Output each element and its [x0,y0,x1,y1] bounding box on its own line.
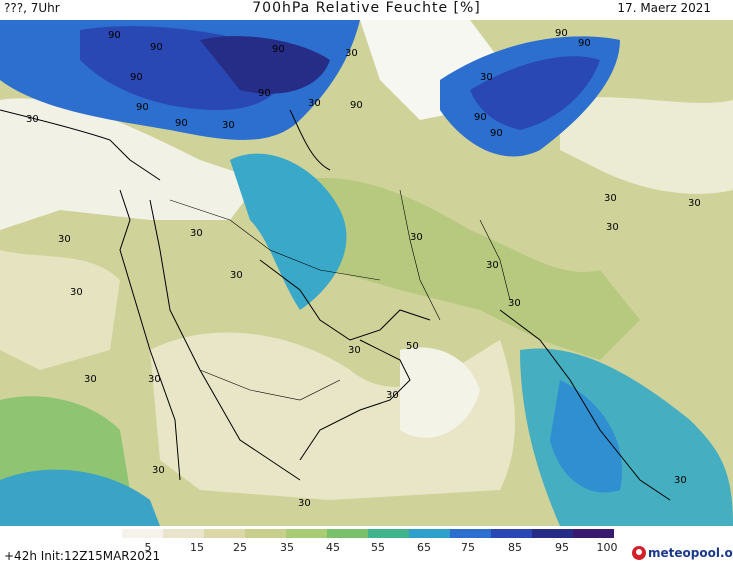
contour-label: 30 [84,374,97,385]
contour-label: 90 [350,100,363,111]
contour-label: 30 [26,114,39,125]
border-1 [169,199,381,281]
colorbar-cell [368,529,410,538]
colorbar-cell [532,529,574,538]
colorbar-cell [327,529,369,538]
coastlines [0,109,671,501]
contour-label: 30 [298,498,311,509]
contour-label: 30 [230,270,243,281]
colorbar-cell [122,529,164,538]
dry-region-egypt [0,250,120,370]
contour-label: 30 [190,228,203,239]
contour-label: 30 [606,222,619,233]
brand-text: meteopool.org [648,546,733,560]
colorbar-tick-label: 95 [555,541,569,554]
border-4 [199,369,341,401]
map-title: 700hPa Relative Feuchte [%] [252,0,481,16]
colorbar-tick-label: 45 [326,541,340,554]
contour-label: 30 [410,232,423,243]
contour-label: 90 [578,38,591,49]
caspian-west-coast [289,109,331,171]
saturated-core-blacksea [200,36,330,94]
colorbar-cell [450,529,492,538]
colorbar-cell [163,529,205,538]
forecast-time-label: ???, 7Uhr [4,1,60,15]
init-time-label: +42h Init:12Z15MAR2021 [4,549,161,563]
wet-core-arabian-sea [550,380,622,493]
red-sea-coast-west [119,189,181,481]
contour-label: 30 [58,234,71,245]
contour-label: 30 [486,260,499,271]
colorbar-tick-label: 35 [280,541,294,554]
contour-label: 90 [130,72,143,83]
contour-label: 90 [258,88,271,99]
red-sea-coast-east [149,199,301,481]
contour-label: 30 [222,120,235,131]
contour-label: 90 [136,102,149,113]
turkey-coast [0,109,161,181]
dry-region-levant [0,98,260,231]
forecast-date: 17. Maerz 2021 [617,1,711,15]
colorbar-cell [204,529,246,538]
colorbar-cell [286,529,328,538]
contour-label: 30 [480,72,493,83]
persian-gulf-coast [259,259,431,341]
contour-label: 90 [555,28,568,39]
colorbar-cell [245,529,287,538]
oman-coast [299,339,411,461]
saturated-core-centralasia [470,56,600,130]
contour-labels: 90 90 90 90 90 90 90 90 90 90 90 90 30 3… [26,28,701,509]
colorbar-tick-label: 55 [371,541,385,554]
colorbar-cell [573,529,614,538]
contour-label: 30 [348,345,361,356]
logo-icon [632,546,646,560]
contour-label: 30 [148,374,161,385]
dry-region-north [560,97,733,194]
dry-region-arabian-sea [400,347,480,438]
contour-label: 30 [508,298,521,309]
colorbar-tick-label: 100 [596,541,618,554]
contour-label: 90 [175,118,188,129]
contour-label: 30 [688,198,701,209]
contour-label: 30 [604,193,617,204]
moist-region-horn [0,469,160,526]
contour-label: 90 [272,44,285,55]
contour-label: 30 [345,48,358,59]
india-west-coast [499,309,671,501]
brand-logo[interactable]: meteopool.org [632,546,733,560]
contour-label: 90 [474,112,487,123]
humidity-map: 90 90 90 90 90 90 90 90 90 90 90 90 30 3… [0,20,733,526]
dry-region-arabia-south [150,332,515,500]
colorbar-cell [491,529,533,538]
contour-label: 50 [406,341,419,352]
moist-plume-iraq [230,153,347,310]
header-bar: ???, 7Uhr 700hPa Relative Feuchte [%] 17… [0,0,733,20]
contour-label: 30 [674,475,687,486]
contour-label: 30 [152,465,165,476]
colorbar [122,529,614,538]
colorbar-tick-label: 25 [233,541,247,554]
colorbar-cell [409,529,451,538]
contour-label: 90 [108,30,121,41]
colorbar-tick-label: 75 [461,541,475,554]
contour-label: 30 [70,287,83,298]
border-2 [399,189,441,321]
contour-label: 90 [490,128,503,139]
contour-label: 30 [386,390,399,401]
colorbar-tick-label: 15 [190,541,204,554]
colorbar-cells [122,529,614,538]
colorbar-tick-label: 5 [144,541,152,554]
contour-label: 90 [150,42,163,53]
border-3 [479,219,511,301]
borders [169,189,511,401]
contour-label: 30 [308,98,321,109]
colorbar-tick-label: 65 [417,541,431,554]
colorbar-tick-label: 85 [508,541,522,554]
moist-band-iran [300,178,640,360]
